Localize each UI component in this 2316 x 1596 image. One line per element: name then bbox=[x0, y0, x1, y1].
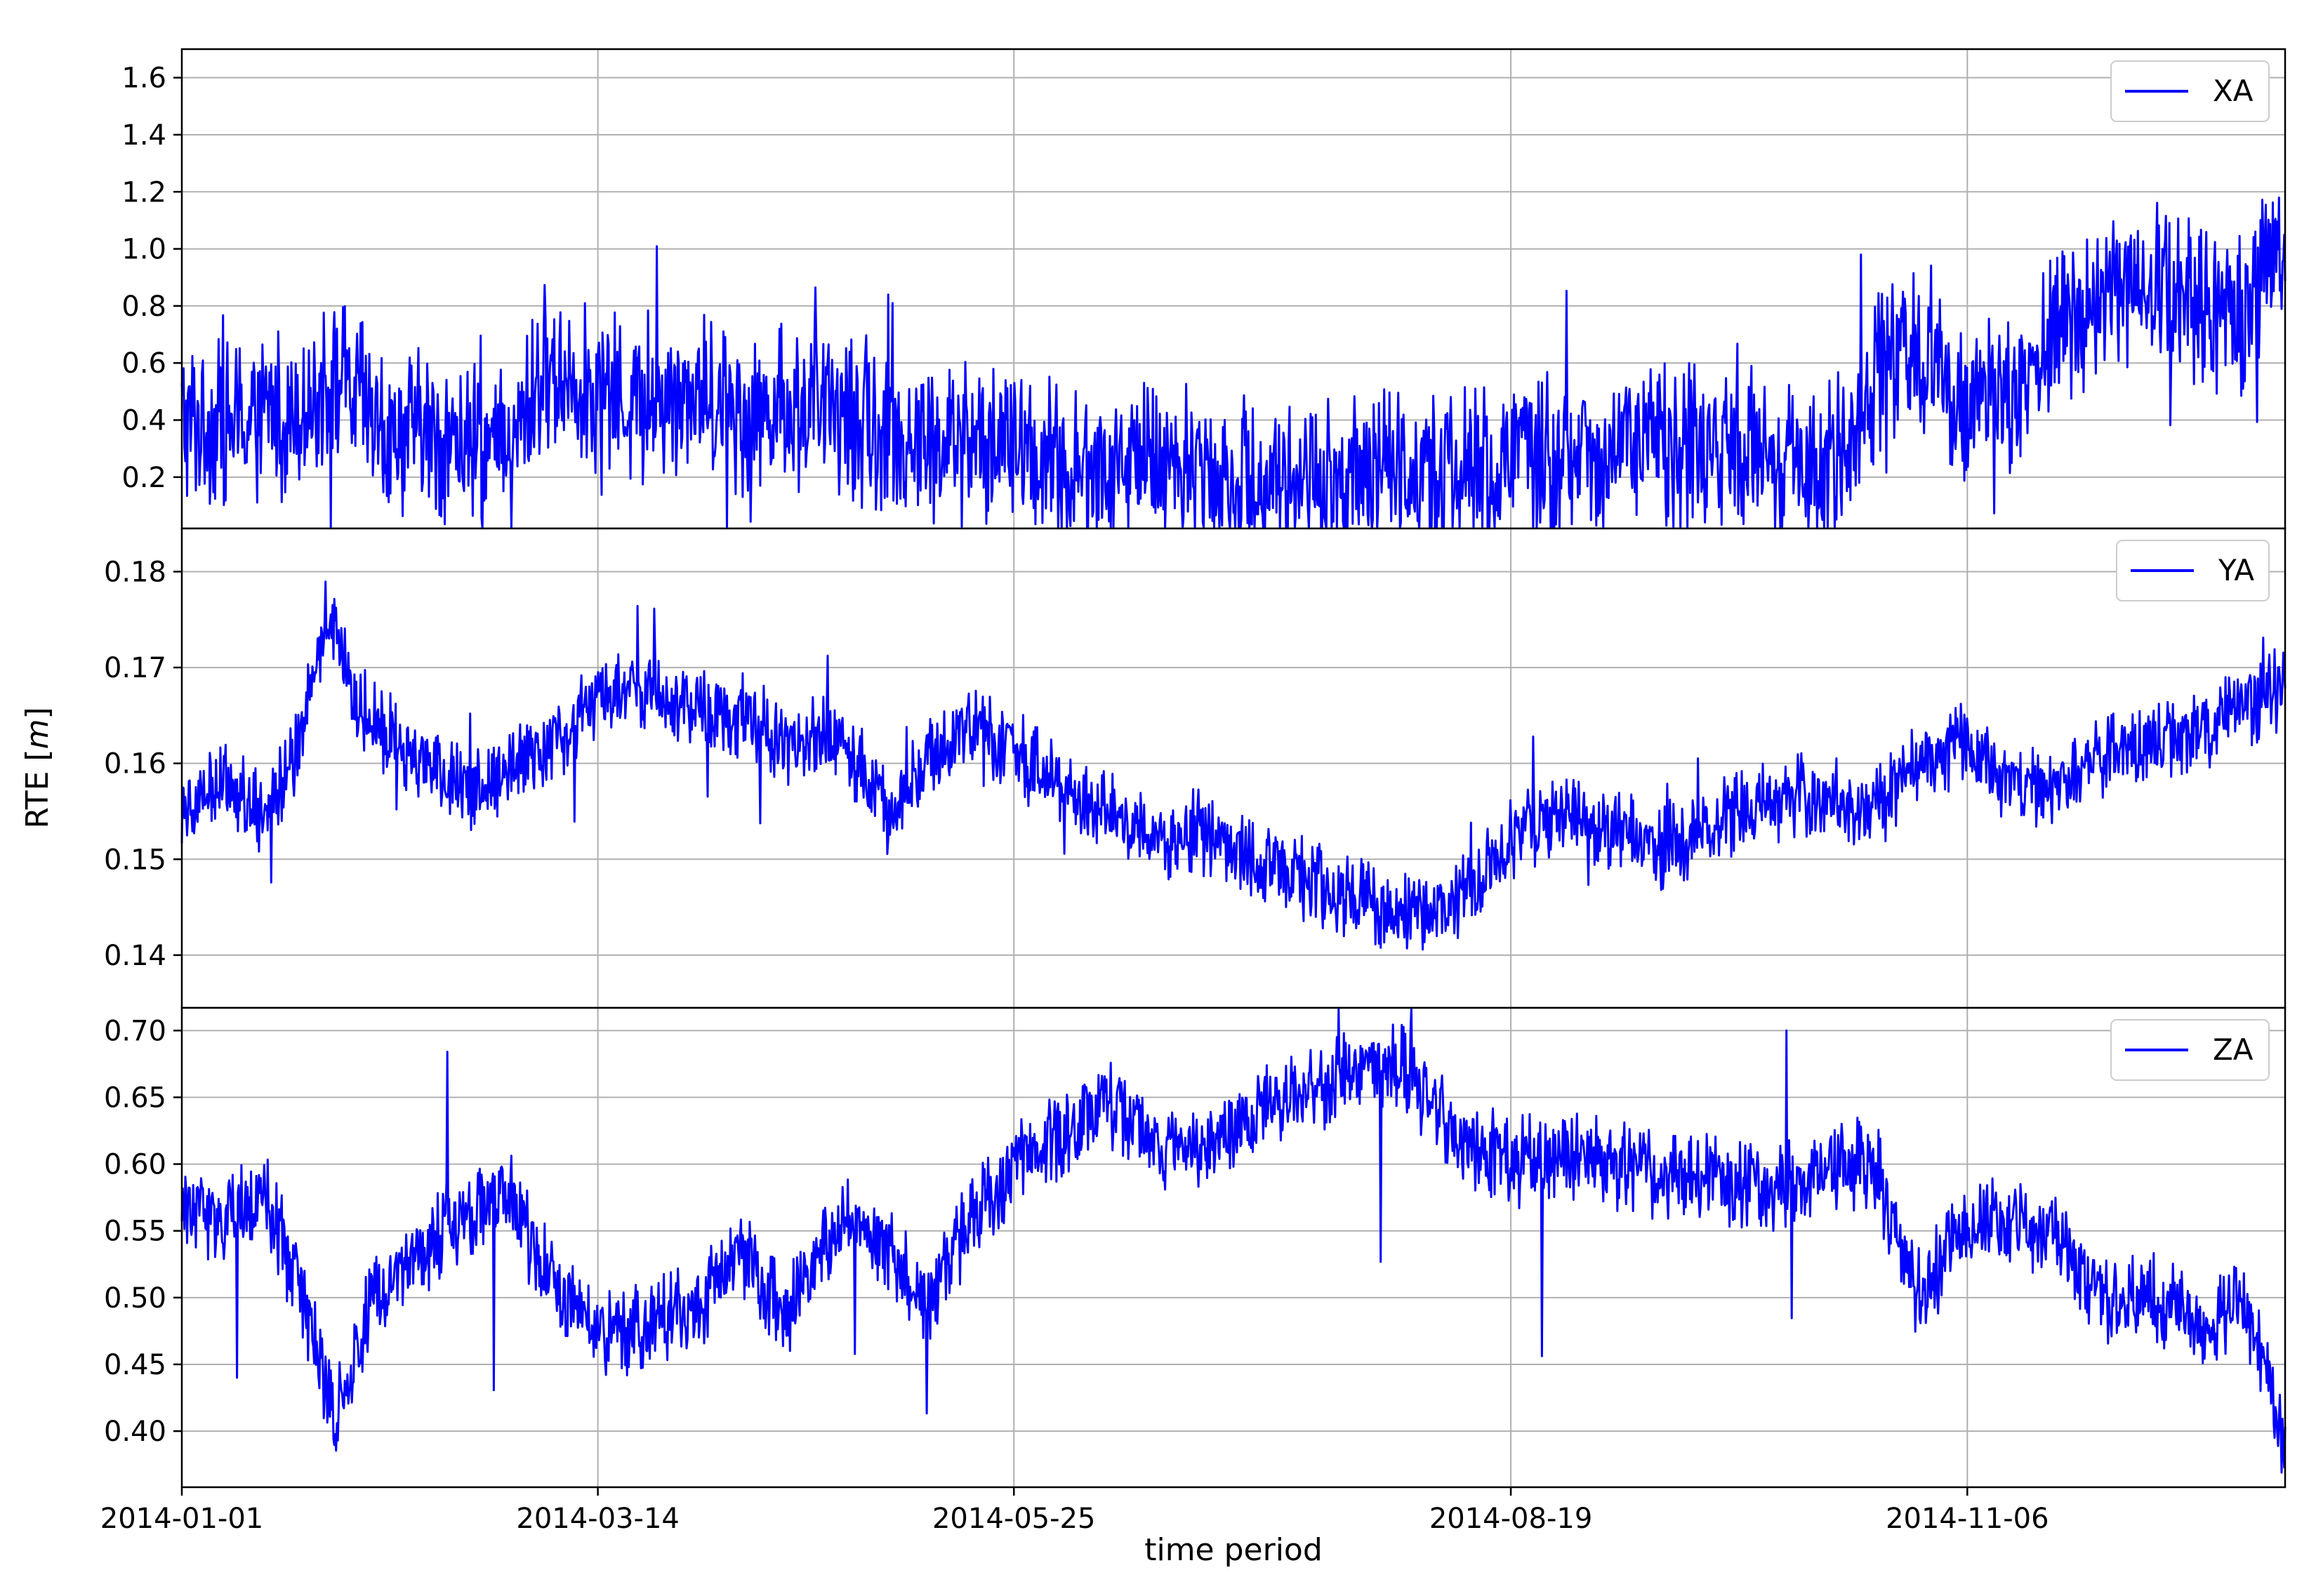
ytick-label-za-5: 0.65 bbox=[104, 1082, 166, 1114]
series-xa bbox=[180, 197, 2287, 530]
xtick-label-1: 2014-03-14 bbox=[516, 1503, 679, 1535]
ytick-labels-ya: 0.14 0.15 0.16 0.17 0.18 bbox=[104, 556, 182, 972]
ytick-label-xa-3: 0.8 bbox=[121, 291, 166, 323]
legend-label-xa: XA bbox=[2213, 74, 2254, 108]
y-axis-title-unit: m bbox=[20, 719, 55, 750]
series-ya bbox=[180, 580, 2287, 951]
axes-frame-za bbox=[180, 1006, 2287, 1489]
legend-label-ya: YA bbox=[2218, 553, 2254, 587]
panel-xa: 0.2 0.4 0.6 0.8 1.0 1.2 1.4 1.6 XA bbox=[121, 48, 2287, 530]
ytick-label-ya-3: 0.17 bbox=[104, 652, 166, 684]
legend-box-za bbox=[2110, 1019, 2270, 1081]
ytick-label-za-2: 0.50 bbox=[104, 1282, 166, 1315]
x-axis-title: time period bbox=[1144, 1532, 1323, 1568]
legend-ya: YA bbox=[2116, 540, 2270, 601]
y-axis-title-close: ] bbox=[20, 707, 55, 719]
plot-area-za bbox=[182, 1008, 2285, 1487]
xtick-label-4: 2014-11-06 bbox=[1886, 1503, 2049, 1535]
plot-area-xa bbox=[182, 49, 2285, 528]
ytick-label-xa-4: 1.0 bbox=[121, 234, 166, 266]
ytick-label-ya-1: 0.15 bbox=[104, 844, 166, 876]
xtick-labels: 2014-01-01 2014-03-14 2014-05-25 2014-08-19… bbox=[100, 1487, 2049, 1535]
panel-ya: 0.14 0.15 0.16 0.17 0.18 YA bbox=[104, 527, 2287, 1009]
ytick-label-xa-5: 1.2 bbox=[121, 176, 166, 208]
ytick-label-xa-6: 1.4 bbox=[121, 119, 166, 152]
ytick-label-za-0: 0.40 bbox=[104, 1416, 166, 1448]
ytick-label-xa-0: 0.2 bbox=[121, 462, 166, 494]
grid-za bbox=[181, 1008, 2285, 1487]
legend-xa: XA bbox=[2110, 60, 2270, 122]
ytick-label-xa-2: 0.6 bbox=[121, 347, 166, 380]
xtick-label-3: 2014-08-19 bbox=[1429, 1503, 1592, 1535]
ytick-label-za-1: 0.45 bbox=[104, 1349, 166, 1381]
ytick-labels-xa: 0.2 0.4 0.6 0.8 1.0 1.2 1.4 1.6 bbox=[121, 62, 182, 494]
legend-label-za: ZA bbox=[2213, 1032, 2254, 1067]
legend-box-xa bbox=[2110, 60, 2270, 122]
series-za bbox=[180, 1006, 2287, 1474]
panel-za: 0.400.450.500.550.600.650.70 2014-01-01 2… bbox=[100, 1006, 2287, 1535]
y-axis-title-main: RTE [ bbox=[20, 749, 55, 828]
xtick-label-0: 2014-01-01 bbox=[100, 1503, 263, 1535]
ytick-label-ya-4: 0.18 bbox=[104, 556, 166, 588]
ytick-label-za-6: 0.70 bbox=[104, 1015, 166, 1047]
ytick-label-xa-1: 0.4 bbox=[121, 405, 166, 437]
ytick-label-ya-0: 0.14 bbox=[104, 940, 166, 972]
ytick-label-xa-7: 1.6 bbox=[121, 62, 166, 95]
ytick-label-za-3: 0.55 bbox=[104, 1216, 166, 1248]
line-za bbox=[180, 1006, 2287, 1474]
line-xa bbox=[180, 197, 2287, 530]
ytick-label-za-4: 0.60 bbox=[104, 1149, 166, 1181]
ytick-labels-za: 0.40 0.45 0.50 0.55 0.60 0.65 0.70 bbox=[104, 1015, 182, 1448]
ytick-label-ya-2: 0.16 bbox=[104, 748, 166, 780]
line-ya bbox=[180, 580, 2287, 951]
legend-za: ZA bbox=[2110, 1019, 2270, 1081]
y-axis-title: RTE [m] bbox=[20, 707, 55, 828]
xtick-label-2: 2014-05-25 bbox=[932, 1503, 1095, 1535]
